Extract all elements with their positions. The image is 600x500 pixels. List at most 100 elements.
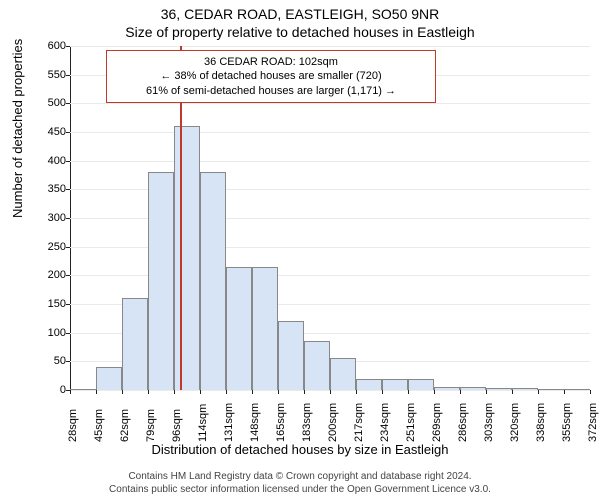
- histogram-bar: [408, 379, 434, 390]
- x-tick-label: 45sqm: [93, 409, 105, 442]
- histogram-bar: [304, 341, 330, 390]
- x-tick-label: 251sqm: [405, 403, 417, 442]
- x-tick-mark: [252, 390, 253, 394]
- x-tick-label: 131sqm: [223, 403, 235, 442]
- histogram-bar: [356, 379, 382, 390]
- x-tick-label: 286sqm: [457, 403, 469, 442]
- histogram-bar: [512, 388, 538, 390]
- histogram-bar: [226, 267, 252, 390]
- x-tick-label: 183sqm: [301, 403, 313, 442]
- x-tick-mark: [486, 390, 487, 394]
- histogram-bar: [330, 358, 356, 390]
- x-tick-label: 62sqm: [119, 409, 131, 442]
- x-tick-mark: [408, 390, 409, 394]
- annotation-box: 36 CEDAR ROAD: 102sqm ← 38% of detached …: [106, 50, 436, 103]
- histogram-bar: [252, 267, 278, 390]
- x-tick-label: 165sqm: [275, 403, 287, 442]
- x-tick-label: 217sqm: [353, 403, 365, 442]
- subtitle: Size of property relative to detached ho…: [0, 22, 600, 40]
- x-tick-mark: [356, 390, 357, 394]
- y-tick-label: 0: [6, 384, 66, 396]
- histogram-bar: [460, 387, 486, 390]
- y-tick-mark: [66, 247, 70, 248]
- y-gridline: [70, 161, 590, 162]
- x-axis-label: Distribution of detached houses by size …: [0, 442, 600, 457]
- x-tick-label: 269sqm: [431, 403, 443, 442]
- histogram-bar: [122, 298, 148, 390]
- y-tick-mark: [66, 189, 70, 190]
- x-tick-label: 148sqm: [249, 403, 261, 442]
- histogram-bar: [486, 388, 512, 390]
- y-tick-label: 50: [6, 355, 66, 367]
- y-tick-mark: [66, 46, 70, 47]
- x-tick-label: 234sqm: [379, 403, 391, 442]
- histogram-bar: [564, 389, 590, 390]
- x-tick-mark: [382, 390, 383, 394]
- y-tick-mark: [66, 161, 70, 162]
- footer: Contains HM Land Registry data © Crown c…: [0, 470, 600, 496]
- footer-line-2: Contains public sector information licen…: [0, 483, 600, 496]
- y-tick-mark: [66, 132, 70, 133]
- address-title: 36, CEDAR ROAD, EASTLEIGH, SO50 9NR: [0, 0, 600, 22]
- histogram-bar: [174, 126, 200, 390]
- x-tick-mark: [460, 390, 461, 394]
- y-tick-label: 500: [6, 97, 66, 109]
- histogram-bar: [200, 172, 226, 390]
- y-tick-mark: [66, 361, 70, 362]
- x-tick-mark: [512, 390, 513, 394]
- y-tick-label: 200: [6, 269, 66, 281]
- histogram-bar: [148, 172, 174, 390]
- y-tick-mark: [66, 75, 70, 76]
- annotation-line-1: 36 CEDAR ROAD: 102sqm: [113, 55, 429, 69]
- y-tick-mark: [66, 275, 70, 276]
- y-gridline: [70, 132, 590, 133]
- figure: 36, CEDAR ROAD, EASTLEIGH, SO50 9NR Size…: [0, 0, 600, 500]
- x-tick-mark: [590, 390, 591, 394]
- y-tick-label: 250: [6, 241, 66, 253]
- histogram-bar: [96, 367, 122, 390]
- x-tick-label: 303sqm: [483, 403, 495, 442]
- y-tick-mark: [66, 103, 70, 104]
- y-tick-label: 400: [6, 155, 66, 167]
- x-tick-label: 200sqm: [327, 403, 339, 442]
- histogram-bar: [278, 321, 304, 390]
- x-tick-label: 355sqm: [561, 403, 573, 442]
- y-tick-mark: [66, 218, 70, 219]
- x-tick-mark: [278, 390, 279, 394]
- footer-line-1: Contains HM Land Registry data © Crown c…: [0, 470, 600, 483]
- histogram-bar: [70, 389, 96, 390]
- x-tick-mark: [148, 390, 149, 394]
- y-tick-label: 150: [6, 298, 66, 310]
- x-tick-mark: [564, 390, 565, 394]
- x-tick-mark: [96, 390, 97, 394]
- x-tick-mark: [70, 390, 71, 394]
- y-tick-mark: [66, 304, 70, 305]
- x-tick-label: 114sqm: [197, 404, 209, 442]
- x-tick-mark: [434, 390, 435, 394]
- annotation-line-3: 61% of semi-detached houses are larger (…: [113, 84, 429, 98]
- y-tick-label: 350: [6, 183, 66, 195]
- x-tick-mark: [226, 390, 227, 394]
- y-gridline: [70, 46, 590, 47]
- y-gridline: [70, 103, 590, 104]
- x-tick-label: 320sqm: [509, 403, 521, 442]
- x-tick-mark: [538, 390, 539, 394]
- y-tick-label: 450: [6, 126, 66, 138]
- x-tick-mark: [330, 390, 331, 394]
- x-tick-label: 372sqm: [587, 403, 599, 442]
- x-tick-label: 96sqm: [171, 409, 183, 442]
- x-tick-mark: [122, 390, 123, 394]
- x-tick-label: 28sqm: [67, 409, 79, 442]
- y-tick-mark: [66, 333, 70, 334]
- y-tick-label: 300: [6, 212, 66, 224]
- x-tick-mark: [200, 390, 201, 394]
- x-tick-mark: [304, 390, 305, 394]
- histogram-bar: [382, 379, 408, 390]
- annotation-line-2: ← 38% of detached houses are smaller (72…: [113, 69, 429, 83]
- x-tick-label: 79sqm: [145, 409, 157, 442]
- y-tick-label: 600: [6, 40, 66, 52]
- x-tick-label: 338sqm: [535, 403, 547, 442]
- histogram-bar: [538, 389, 564, 390]
- y-tick-label: 100: [6, 327, 66, 339]
- y-tick-label: 550: [6, 69, 66, 81]
